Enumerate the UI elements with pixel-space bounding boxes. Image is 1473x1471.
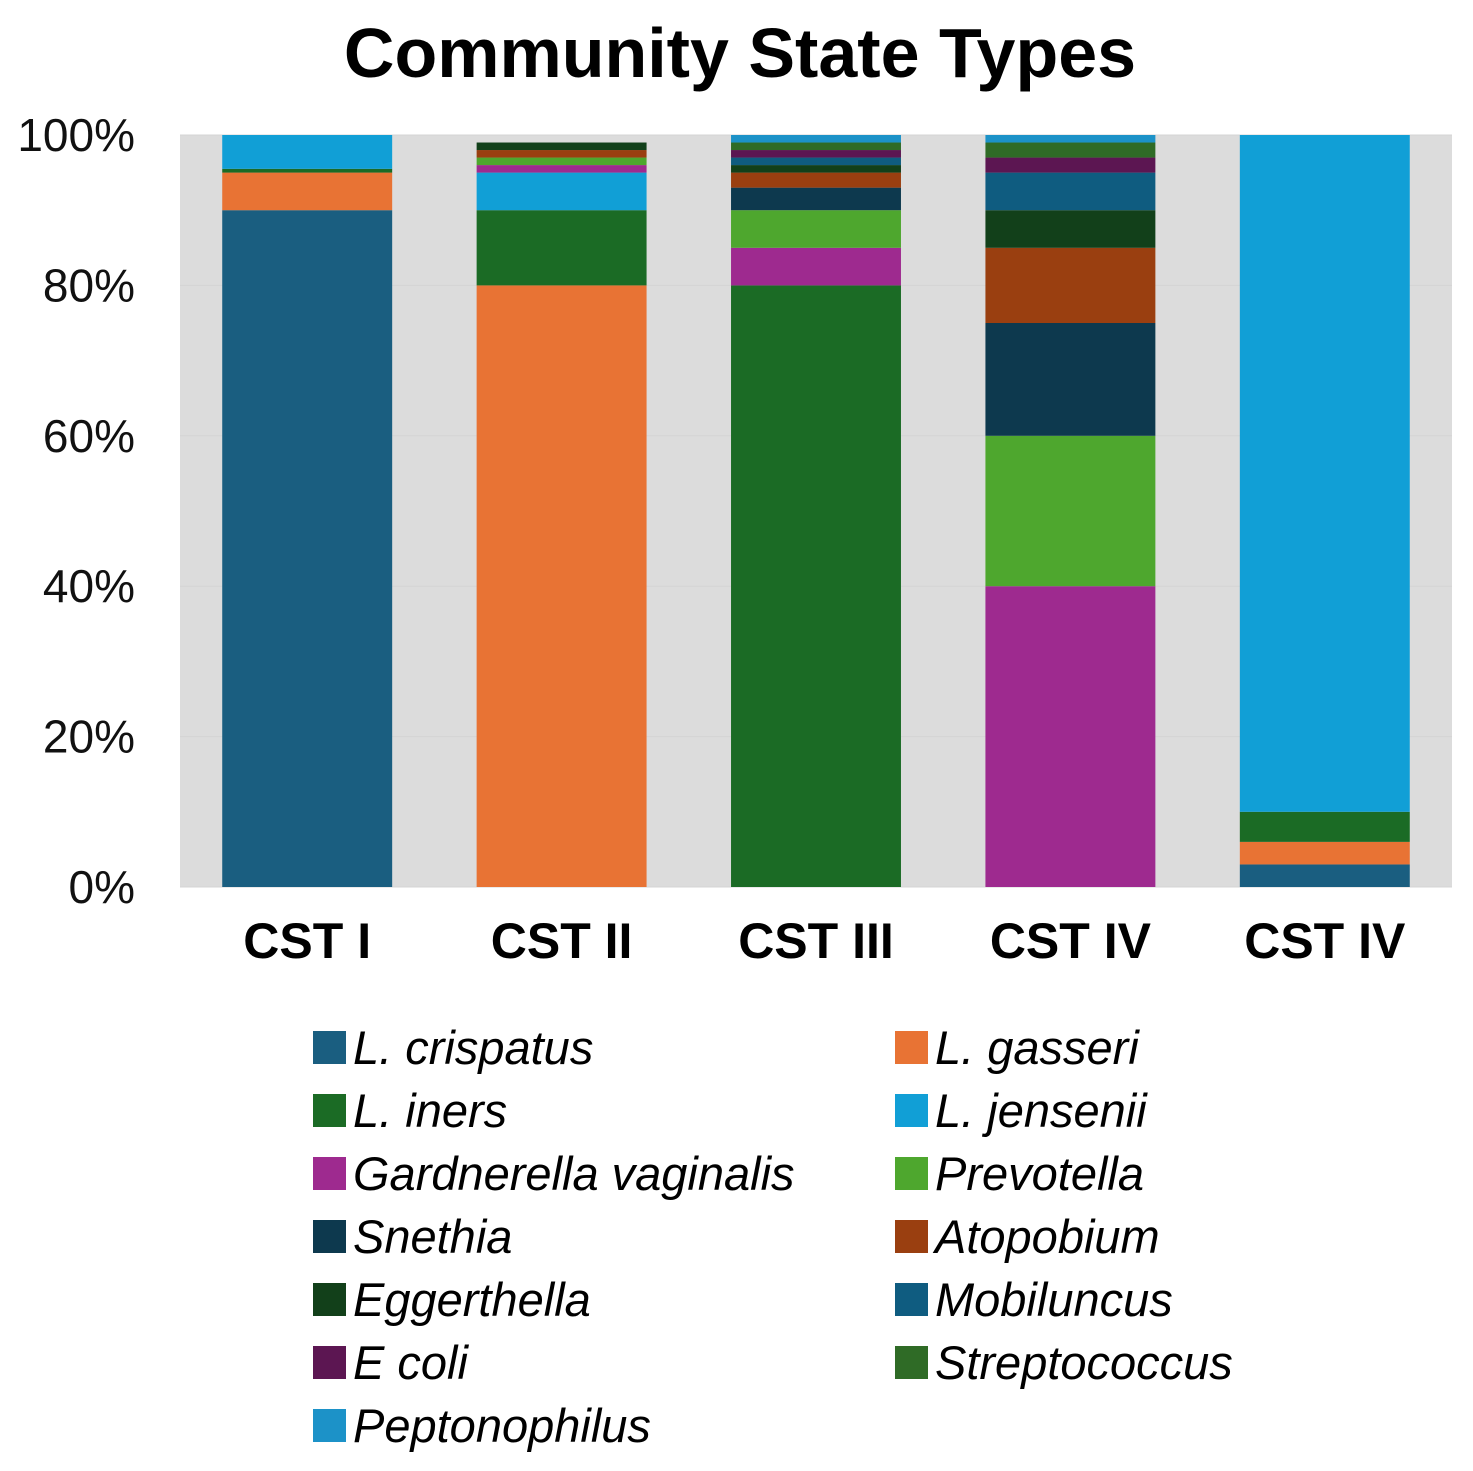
legend-swatch [895,1094,928,1127]
bar-segment [985,142,1156,158]
legend-label: L. crispatus [353,1021,593,1074]
bar-segment [731,210,901,248]
bar-segment [1239,135,1410,812]
bars [222,135,1410,887]
bar-segment [731,165,901,173]
legend-label: Streptococcus [935,1336,1233,1389]
chart-title: Community State Types [344,14,1136,92]
bar-segment [985,157,1156,173]
legend-label: Eggerthella [353,1273,591,1326]
bar-segment [731,187,901,211]
y-tick-label: 60% [43,410,135,462]
legend-label: Peptonophilus [353,1399,651,1452]
x-tick-label: CST II [491,913,633,969]
bar-segment [731,142,901,151]
bar-segment [222,168,393,173]
bar-segment [476,285,647,887]
bar-segment [985,586,1156,887]
x-tick-label: CST I [243,913,371,969]
legend-label: Snethia [353,1210,512,1263]
legend-swatch [895,1031,928,1064]
bar-segment [731,135,901,143]
y-tick-label: 40% [43,560,135,612]
legend-swatch [895,1283,928,1316]
y-axis-ticks: 0% 20% 40% 60% 80% 100% [17,109,135,913]
legend-swatch [313,1220,346,1253]
bar-segment [985,172,1156,211]
y-tick-label: 80% [43,259,135,311]
bar-segment [222,135,393,169]
legend-label: Atopobium [932,1210,1160,1263]
legend-swatch [895,1346,928,1379]
y-tick-label: 0% [69,861,135,913]
bar-segment [1239,864,1410,887]
legend-swatch [313,1409,346,1442]
bar-segment [731,157,901,166]
x-tick-label: CST IV [990,913,1152,969]
bar-segment [476,142,647,151]
bar-segment [1239,811,1410,842]
bar-segment [222,210,393,887]
legend-swatch [313,1283,346,1316]
x-tick-label: CST III [738,913,894,969]
legend-swatch [313,1157,346,1190]
bar-segment [985,247,1156,323]
legend-label: E coli [353,1336,469,1389]
legend: L. crispatus L. gasseri L. iners L. jenseni… [313,1021,1233,1452]
y-tick-label: 20% [43,711,135,763]
bar-segment [476,150,647,158]
legend-label: L. iners [353,1084,507,1137]
bar-segment [731,172,901,188]
legend-swatch [313,1346,346,1379]
legend-label: Prevotella [935,1147,1144,1200]
legend-label: Gardnerella vaginalis [353,1147,795,1200]
bar-segment [985,135,1156,143]
x-axis-ticks: CST I CST II CST III CST IV CST IV [243,913,1406,969]
y-tick-label: 100% [17,109,135,161]
legend-label: L. jensenii [935,1084,1148,1137]
bar-segment [985,210,1156,248]
legend-swatch [313,1031,346,1064]
bar-segment [1239,841,1410,865]
bar-segment [222,172,393,211]
legend-label: Mobiluncus [935,1273,1173,1326]
legend-label: L. gasseri [935,1021,1140,1074]
bar-segment [476,172,647,211]
legend-swatch [313,1094,346,1127]
bar-segment [731,247,901,286]
legend-swatch [895,1157,928,1190]
bar-segment [985,323,1156,436]
bar-segment [476,165,647,173]
bar-segment [476,157,647,166]
bar-segment [985,435,1156,587]
x-tick-label: CST IV [1244,913,1406,969]
legend-swatch [895,1220,928,1253]
bar-segment [731,285,901,887]
bar-segment [731,150,901,158]
bar-segment [476,210,647,286]
